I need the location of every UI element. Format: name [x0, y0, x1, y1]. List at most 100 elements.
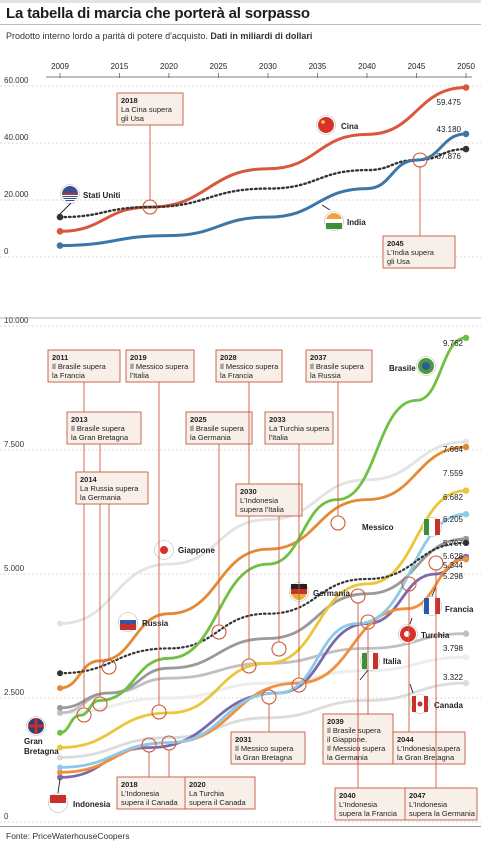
series-end-dot: [462, 334, 470, 342]
flag-band: [326, 223, 342, 229]
end-value-label: 6.682: [443, 493, 464, 502]
brazil-flag-icon: [416, 356, 436, 376]
annotation-year: 2039: [327, 717, 344, 726]
annotation-text: l'Italia: [269, 433, 289, 442]
annotation-text: L'Indonesia: [409, 800, 448, 809]
end-value-label: 7.559: [443, 469, 464, 478]
annotation-year: 2040: [339, 791, 356, 800]
series-end-dot: [462, 84, 470, 91]
annotation-year: 2031: [235, 735, 252, 744]
event-circle: [141, 737, 157, 753]
flag-globe: [422, 362, 430, 370]
annotation-text: la Francia: [220, 371, 254, 380]
series-end-dot: [462, 443, 470, 451]
annotation-box: [404, 787, 478, 821]
usa-flag-icon: [60, 184, 80, 204]
series-line-stati-uniti: [58, 147, 468, 219]
series-start-dot: [57, 744, 63, 751]
country-label-messico: Messico: [362, 523, 394, 532]
annotation-box: [185, 411, 253, 445]
annotation-text: la Russia: [310, 371, 342, 380]
annotation-text: la Francia: [52, 371, 86, 380]
annotation-text: la Germania: [327, 753, 369, 762]
subtitle-bold: Dati in miliardi di dollari: [210, 31, 313, 41]
flag-stripe: [62, 197, 78, 198]
end-value-label: 5.707: [443, 539, 464, 548]
series-end-dot: [462, 556, 470, 563]
series-end-dot: [462, 130, 470, 138]
series-line-germania: [58, 537, 468, 710]
label-pointer: [359, 669, 369, 681]
annotation-box: [382, 235, 456, 269]
end-value-label: 5.628: [443, 552, 464, 561]
country-label-indonesia: Indonesia: [73, 800, 111, 809]
flag-band: [326, 219, 342, 223]
flag-leaf: [417, 701, 423, 707]
series-line-gran-bretagna: [58, 655, 468, 715]
event-circle: [241, 658, 257, 674]
annotation-text: Il Messico supera: [220, 362, 279, 371]
annotation-box: [47, 349, 121, 383]
event-circle: [360, 614, 376, 630]
end-value-label: 3.322: [443, 673, 464, 682]
annotation-text: Il Brasile supera: [71, 424, 126, 433]
annotation-text: L'Indonesia supera: [397, 744, 461, 753]
x-tick-label: 2009: [51, 62, 69, 71]
series-start-dot: [57, 709, 63, 716]
series-end-dot: [462, 511, 470, 518]
annotation-year: 2020: [189, 780, 206, 789]
series-line-cina: [58, 86, 468, 233]
event-circle: [151, 704, 167, 720]
series-end-dot: [462, 679, 470, 687]
japan-flag-icon: [154, 540, 174, 560]
x-tick-label: 2045: [408, 62, 426, 71]
flag-stripe: [62, 199, 78, 200]
x-tick-label: 2050: [457, 62, 475, 71]
x-tick-label: 2025: [210, 62, 228, 71]
end-value-label: 6.205: [443, 515, 464, 524]
flag-band: [435, 598, 440, 614]
russia-flag-icon: [118, 612, 138, 632]
india-flag-icon: [324, 211, 344, 231]
annotation-text: La Russia supera: [80, 484, 139, 493]
series-start-dot: [57, 685, 63, 692]
annotation-text: supera l'Italia: [240, 505, 285, 514]
annotation-text: Il Brasile supera: [327, 726, 382, 735]
china-flag-icon: [316, 115, 336, 135]
end-value-label: 59.475: [437, 98, 462, 107]
annotation-text: la Gran Bretagna: [397, 753, 455, 762]
series-end-dot: [462, 487, 470, 494]
flag-disc: [318, 117, 334, 133]
country-label-canada: Canada: [434, 701, 463, 710]
flag-band: [120, 620, 136, 624]
y-tick-label: 5.000: [4, 564, 25, 573]
country-label-giappone: Giappone: [178, 546, 215, 555]
annotation-box: [184, 776, 256, 810]
series-start-dot: [56, 228, 64, 235]
annotation-text: la Germania: [190, 433, 232, 442]
annotation-text: supera la Germania: [409, 809, 476, 818]
annotation-text: Il Brasile supera: [310, 362, 365, 371]
annotation-year: 2028: [220, 353, 237, 362]
annotation-text: La Turchia supera: [269, 424, 330, 433]
annotation-year: 2045: [387, 239, 404, 248]
annotation-year: 2030: [240, 487, 257, 496]
end-value-label: 7.664: [443, 445, 464, 454]
annotation-year: 2033: [269, 415, 286, 424]
event-circle: [101, 659, 117, 675]
flag-stripe: [62, 195, 78, 196]
flag-band: [120, 624, 136, 630]
series-line-indonesia: [58, 555, 468, 779]
annotation-text: L'Indonesia: [240, 496, 279, 505]
annotation-text: Il Messico supera: [327, 744, 386, 753]
x-tick-label: 2030: [259, 62, 277, 71]
y-tick-label: 2.500: [4, 688, 25, 697]
turkey-flag-icon: [398, 624, 418, 644]
